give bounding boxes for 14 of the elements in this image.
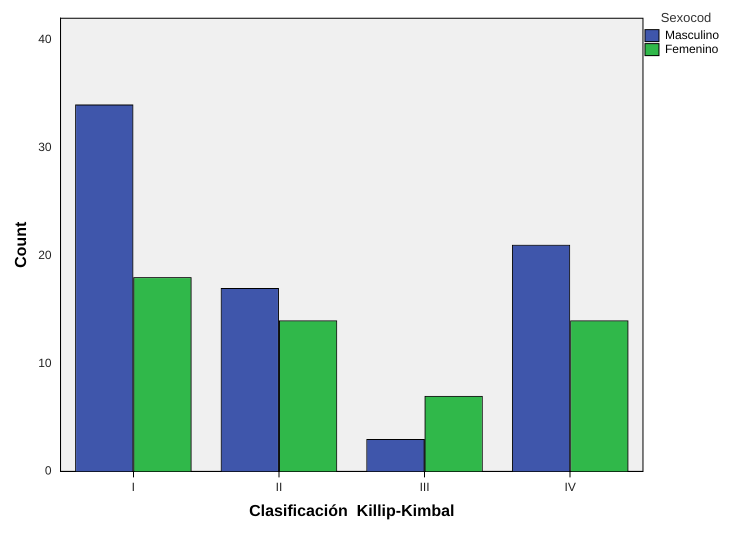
- x-tick-label: III: [420, 480, 430, 494]
- y-tick-label: 10: [38, 356, 52, 370]
- legend-title: Sexocod: [660, 10, 712, 26]
- y-tick-label: 30: [38, 140, 52, 154]
- x-tick-label: I: [132, 480, 136, 494]
- y-tick-label: 20: [38, 248, 52, 262]
- y-tick-label: 40: [38, 32, 52, 46]
- y-axis-title: Count: [13, 221, 30, 268]
- x-tick-label: IV: [564, 480, 576, 494]
- y-tick-label: 0: [44, 464, 52, 478]
- legend-label: Masculino: [664, 28, 720, 42]
- x-axis-title: Clasificación Killip-Kimbal: [249, 502, 454, 520]
- x-tick-label: II: [276, 480, 282, 494]
- legend-label: Femenino: [664, 42, 719, 56]
